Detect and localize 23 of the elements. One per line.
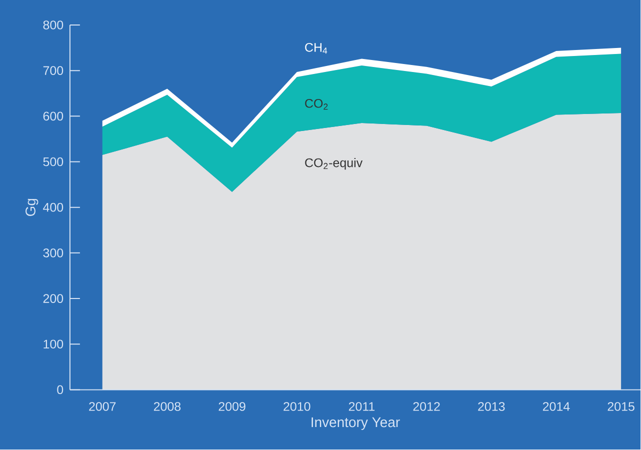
x-tick-label: 2013 — [478, 402, 505, 412]
series-label: CO$_{2}$ — [305, 99, 328, 110]
x-tick-label: 2011 — [348, 402, 375, 412]
x-tick-label: 2008 — [154, 402, 181, 412]
series-label: CO$_{2}$-equiv — [305, 158, 363, 170]
x-tick-label: 2015 — [608, 402, 634, 412]
x-tick-label: 2014 — [542, 402, 570, 412]
y-axis-title: Gg — [26, 199, 38, 216]
y-tick-label: 300 — [43, 248, 64, 258]
y-tick-label: 200 — [43, 294, 64, 304]
y-tick-label: 400 — [43, 203, 64, 212]
x-tick-label: 2012 — [413, 402, 440, 412]
y-tick-label: 100 — [44, 340, 64, 349]
x-tick-label: 2010 — [284, 402, 310, 412]
y-tick-label: 0 — [57, 385, 64, 394]
x-tick-label: 2009 — [218, 402, 246, 412]
y-tick-label: 800 — [43, 20, 64, 30]
y-tick-label: 600 — [43, 112, 64, 121]
y-tick-label: 700 — [43, 66, 64, 76]
x-axis-title: Inventory Year — [312, 418, 400, 430]
x-tick-label: 2007 — [89, 402, 116, 412]
series-label: CH$_{4}$ — [305, 43, 328, 54]
y-tick-label: 500 — [43, 158, 64, 166]
